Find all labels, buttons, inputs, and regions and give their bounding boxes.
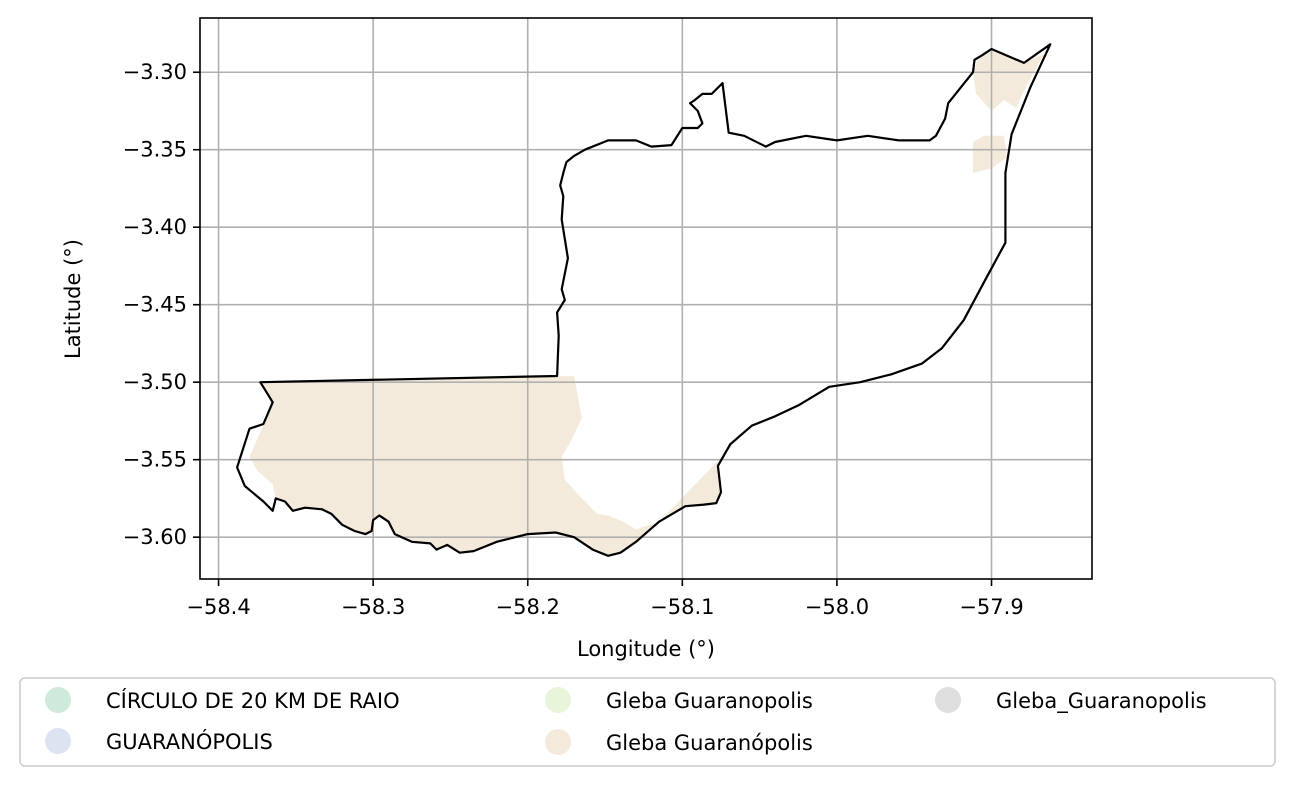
legend-marker <box>935 687 961 713</box>
x-axis: −58.4 −58.3 −58.2 −58.1 −58.0 −57.9 <box>186 579 1024 619</box>
x-tick-label: −58.3 <box>341 595 405 619</box>
legend-label: CÍRCULO DE 20 KM DE RAIO <box>106 688 400 713</box>
legend-label: Gleba_Guaranopolis <box>996 689 1207 714</box>
legend-label: Gleba Guaranopolis <box>606 689 813 713</box>
legend-marker <box>45 728 71 754</box>
legend-marker <box>545 687 571 713</box>
gleba-area-4 <box>973 135 1007 173</box>
plot-frame <box>199 17 1093 580</box>
x-axis-label: Longitude (°) <box>577 637 715 661</box>
x-tick-label: −58.0 <box>805 595 869 619</box>
legend-marker <box>545 729 571 755</box>
legend: CÍRCULO DE 20 KM DE RAIO GUARANÓPOLIS Gleb… <box>19 677 1276 767</box>
boundary-outline <box>236 43 1052 557</box>
y-tick-label: −3.40 <box>123 215 187 239</box>
legend-box <box>19 677 1276 767</box>
plot-area <box>199 17 1093 580</box>
y-axis: −3.30 −3.35 −3.40 −3.45 −3.50 −3.55 −3.60 <box>123 60 200 549</box>
x-tick-label: −58.1 <box>650 595 714 619</box>
legend-label: GUARANÓPOLIS <box>106 729 273 754</box>
y-tick-label: −3.60 <box>123 525 187 549</box>
x-tick-label: −57.9 <box>959 595 1023 619</box>
legend-marker <box>45 687 71 713</box>
x-tick-label: −58.4 <box>186 595 250 619</box>
legend-label: Gleba Guaranópolis <box>606 731 813 755</box>
y-axis-label: Latitude (°) <box>61 239 85 359</box>
y-tick-label: −3.55 <box>123 448 187 472</box>
y-tick-label: −3.50 <box>123 370 187 394</box>
y-tick-label: −3.45 <box>123 293 187 317</box>
y-tick-label: −3.35 <box>123 138 187 162</box>
x-tick-label: −58.2 <box>496 595 560 619</box>
gleba-area-2 <box>651 469 721 522</box>
y-tick-label: −3.30 <box>123 60 187 84</box>
gleba-area-1 <box>249 376 752 556</box>
